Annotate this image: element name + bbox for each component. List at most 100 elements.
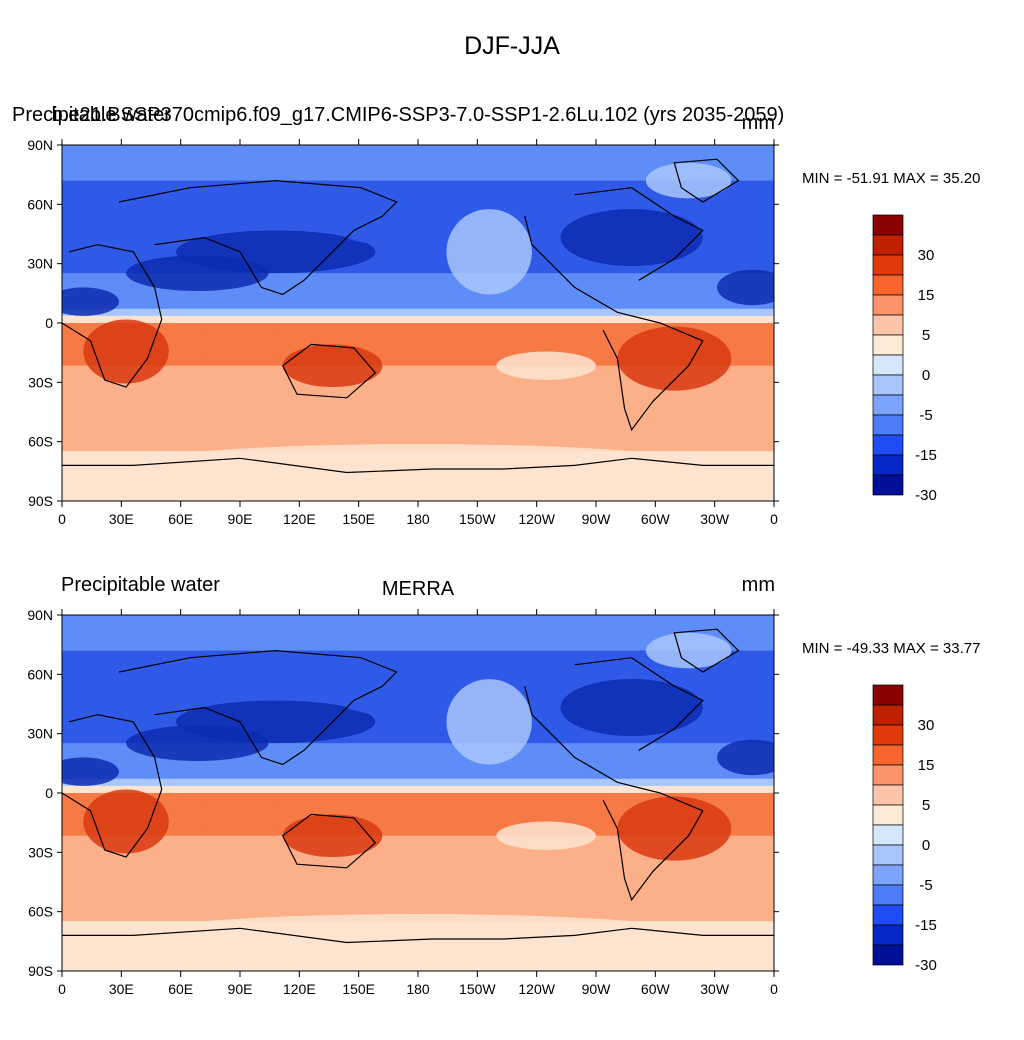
colorbar-label: 30 xyxy=(918,717,935,734)
lat-label: 90S xyxy=(28,493,53,509)
colorbar-box xyxy=(872,764,904,786)
lat-label: 30S xyxy=(28,844,53,860)
lon-label: 150E xyxy=(342,511,375,527)
map-field xyxy=(62,145,774,501)
contour-blob xyxy=(717,739,774,776)
lat-label: 60N xyxy=(27,196,53,212)
colorbar-box xyxy=(872,394,904,416)
colorbar-box xyxy=(872,904,904,926)
lon-label: 0 xyxy=(58,981,66,997)
lon-label: 150W xyxy=(459,511,496,527)
lat-label: 60N xyxy=(27,666,53,682)
panel-center-title: b.e21.BSSP370cmip6.f09_g17.CMIP6-SSP3-7.… xyxy=(51,104,785,126)
contour-blob xyxy=(339,216,440,245)
contour-blob xyxy=(560,209,703,267)
contour-blob xyxy=(496,351,596,380)
lon-label: 90W xyxy=(582,981,612,997)
panel-units: mm xyxy=(741,112,775,134)
colorbar-label: 0 xyxy=(922,367,930,384)
colorbar-label: -30 xyxy=(915,487,937,504)
colorbar-box xyxy=(872,944,904,966)
colorbar-box xyxy=(872,214,904,236)
contour-blob xyxy=(446,209,532,295)
map-panel-model: Precipitable water b.e21.BSSP370cmip6.f0… xyxy=(0,100,1024,570)
colorbar-box xyxy=(872,334,904,356)
lat-label: 0 xyxy=(45,315,53,331)
coastline xyxy=(118,179,398,296)
lat-label: 60S xyxy=(28,434,53,450)
min-max-label: MIN = -49.33 MAX = 33.77 xyxy=(802,640,981,657)
map-field xyxy=(62,615,774,971)
contour-blob xyxy=(83,319,169,384)
coastline xyxy=(524,686,704,902)
contour-blob xyxy=(339,686,440,715)
lon-label: 0 xyxy=(770,511,778,527)
colorbar-label: 0 xyxy=(922,837,930,854)
contour-blob xyxy=(62,757,119,786)
panel-left-title: Precipitable water xyxy=(12,104,171,126)
lon-label: 30E xyxy=(109,981,134,997)
lon-label: 30E xyxy=(109,511,134,527)
contour-blob xyxy=(62,287,119,316)
lon-label: 60W xyxy=(641,981,671,997)
contour-map: 90N 60N 30N 0 30S 60S 90S 0 30E 60E 90E 120E 150E 180… xyxy=(27,137,937,527)
contour-blob xyxy=(133,444,703,487)
colorbar-label: 15 xyxy=(918,287,935,304)
lon-label: 0 xyxy=(770,981,778,997)
colorbar-label: 30 xyxy=(918,247,935,264)
colorbar-box xyxy=(872,924,904,946)
contour-blob xyxy=(83,789,169,854)
contour-blob xyxy=(645,632,732,669)
contour-blob xyxy=(496,821,596,850)
colorbar-box xyxy=(872,434,904,456)
colorbar-label: -15 xyxy=(915,917,937,934)
lat-label: 90N xyxy=(27,137,53,153)
lon-label: 60E xyxy=(168,981,193,997)
contour-blob xyxy=(282,814,383,858)
coastline xyxy=(62,457,774,474)
contour-blob xyxy=(190,800,290,829)
coastline xyxy=(574,187,704,281)
contour-band xyxy=(62,785,774,794)
colorbar-box xyxy=(872,414,904,436)
colorbar-box xyxy=(872,884,904,906)
colorbar-box xyxy=(872,294,904,316)
coastline xyxy=(118,649,398,766)
coastline xyxy=(524,216,704,432)
colorbar-box xyxy=(872,454,904,476)
lon-label: 90W xyxy=(582,511,612,527)
colorbar-box xyxy=(872,354,904,376)
colorbar-box xyxy=(872,744,904,766)
colorbar-label: -30 xyxy=(915,957,937,974)
coastline xyxy=(62,714,163,858)
contour-blob xyxy=(133,914,703,957)
contour-map: 90N 60N 30N 0 30S 60S 90S 0 30E 60E 90E 120E 150E 180… xyxy=(27,607,937,997)
lat-label: 90S xyxy=(28,963,53,979)
colorbar-box xyxy=(872,254,904,276)
lon-label: 120E xyxy=(283,511,316,527)
contour-blob xyxy=(282,344,383,388)
contour-blob xyxy=(126,725,269,761)
coastline xyxy=(673,628,740,673)
lon-label: 120W xyxy=(518,511,555,527)
colorbar-label: 5 xyxy=(922,327,930,344)
colorbar-box xyxy=(872,724,904,746)
panel-center-title: MERRA xyxy=(381,578,455,600)
lon-label: 90E xyxy=(228,981,253,997)
panel-left-title: Precipitable water xyxy=(61,574,220,596)
figure-title: DJF-JJA xyxy=(464,32,560,60)
lat-label: 30S xyxy=(28,374,53,390)
lat-label: 0 xyxy=(45,785,53,801)
contour-band xyxy=(62,308,774,317)
coastline xyxy=(62,244,163,388)
lon-label: 60E xyxy=(168,511,193,527)
lat-label: 60S xyxy=(28,904,53,920)
coastline xyxy=(281,343,377,399)
lon-label: 150E xyxy=(342,981,375,997)
colorbar-box xyxy=(872,684,904,706)
lon-label: 180 xyxy=(406,981,430,997)
colorbar-box xyxy=(872,824,904,846)
contour-blob xyxy=(717,269,774,306)
colorbar-box xyxy=(872,374,904,396)
colorbar-box xyxy=(872,804,904,826)
